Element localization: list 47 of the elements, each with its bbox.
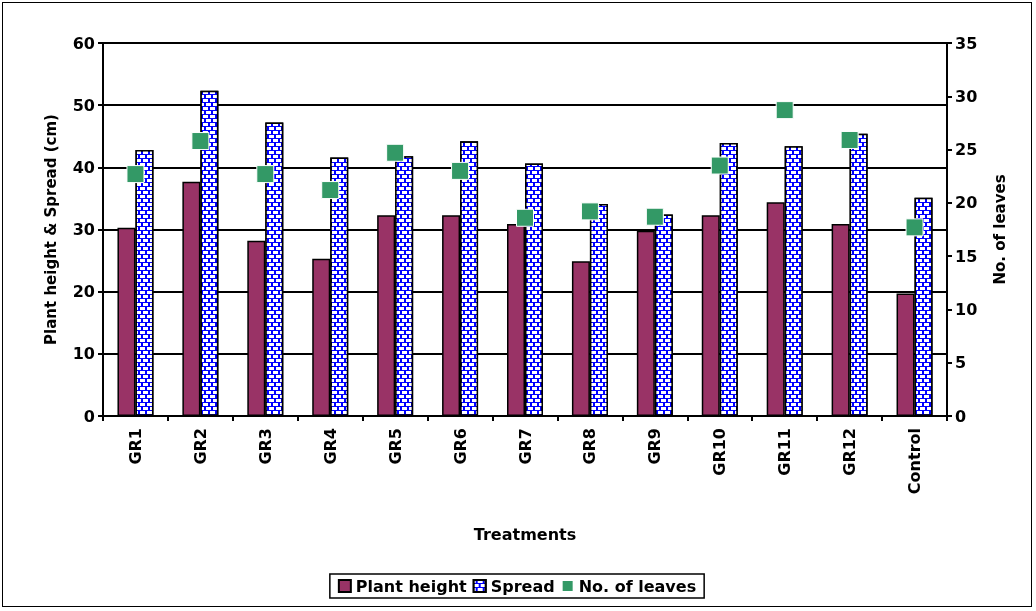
point (516, 208, 534, 227)
point (775, 101, 794, 120)
y-tick-label: 40 (72, 157, 95, 177)
y2-tick-label: 10 (955, 299, 978, 319)
x-tick-label: GR9 (645, 428, 665, 465)
point (386, 143, 405, 162)
x-tick-label: GR5 (385, 428, 405, 465)
y2-tick-label: 30 (955, 86, 978, 106)
y-tick-label: 60 (72, 33, 95, 53)
point (645, 207, 664, 226)
y2-tick-label: 5 (955, 353, 967, 373)
x-tick-label: GR6 (450, 428, 470, 465)
y-axis-title: Plant height & Spread (cm) (41, 114, 60, 345)
y2-axis-title: No. of leaves (990, 174, 1009, 285)
x-tick-label: GR8 (580, 428, 600, 465)
point (840, 130, 859, 149)
y2-tick-label: 15 (955, 246, 978, 266)
x-tick-label: Control (905, 428, 925, 495)
point (191, 132, 210, 151)
point (256, 165, 275, 184)
y-tick-label: 0 (83, 406, 95, 426)
x-tick-label: GR7 (515, 428, 535, 465)
y2-tick-label: 35 (955, 33, 978, 53)
y-tick-label: 10 (72, 344, 95, 364)
x-tick-label: GR2 (190, 428, 210, 465)
point (580, 202, 599, 221)
point (126, 165, 145, 184)
x-tick-label: GR12 (840, 428, 860, 476)
x-tick-label: GR11 (775, 428, 795, 476)
x-tick-label: GR4 (320, 428, 340, 465)
x-tick-label: GR10 (710, 428, 730, 476)
legend-label: Spread (490, 576, 555, 596)
y2-tick-label: 25 (955, 140, 978, 160)
y-tick-label: 30 (72, 220, 95, 239)
legend-label: Plant height (355, 576, 468, 596)
y-tick-label: 20 (72, 282, 95, 302)
x-axis-title: Treatments (473, 524, 577, 544)
x-tick-label: GR1 (125, 428, 145, 465)
point (451, 161, 470, 180)
legend-label: No. of leaves (578, 576, 697, 596)
y-tick-label: 50 (72, 95, 95, 115)
x-tick-label: GR3 (255, 428, 275, 465)
y2-tick-label: 0 (955, 406, 967, 426)
point (710, 156, 729, 175)
y2-tick-label: 20 (955, 193, 978, 213)
point (321, 181, 340, 200)
point (905, 218, 924, 237)
